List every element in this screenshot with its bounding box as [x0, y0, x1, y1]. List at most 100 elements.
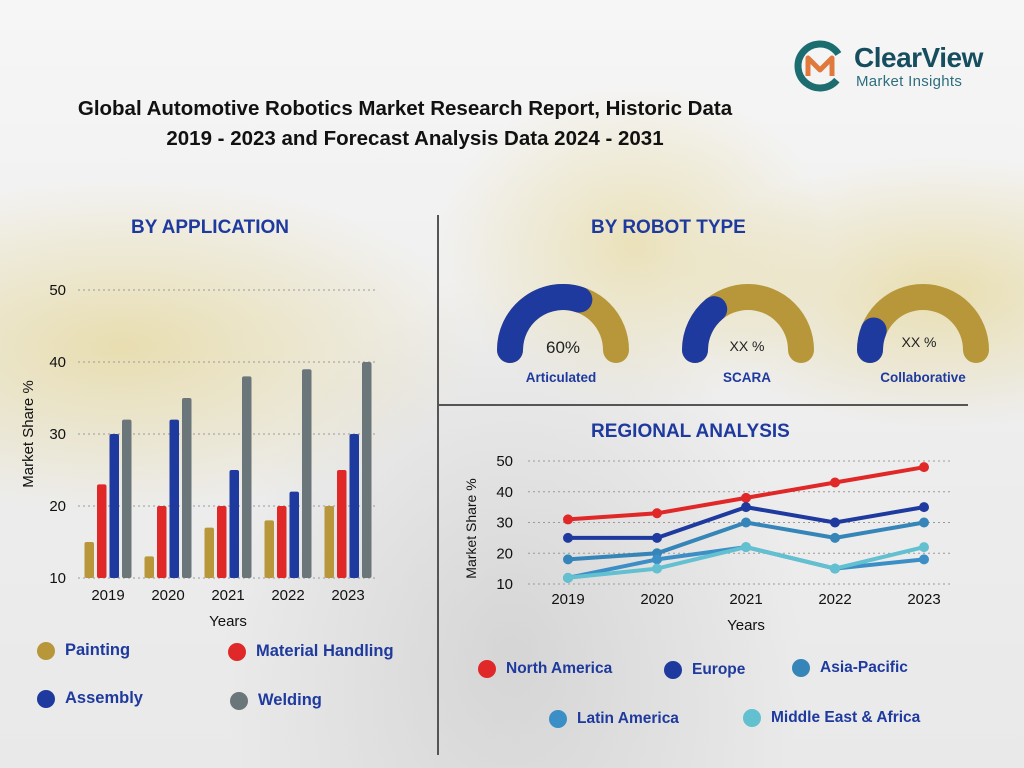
- application-bar-chart: 10 20 30 40 50 2019 2020 2021 2022 2023 Years Marke…: [20, 282, 378, 630]
- gauge-articulated: [497, 284, 629, 363]
- x-tick-label: 2019: [91, 587, 124, 604]
- gauge-collaborative-value: XX %: [901, 334, 937, 350]
- section-title-application: BY APPLICATION: [131, 217, 289, 238]
- y-tick-label: 20: [49, 498, 66, 515]
- point-middle-east-and-africa-2021: [741, 542, 751, 553]
- legend-assembly-label: Assembly: [65, 689, 143, 707]
- y-tick-label: 20: [496, 545, 513, 562]
- legend-assembly: Assembly: [37, 689, 143, 708]
- bar-assembly-2020: [169, 419, 179, 578]
- gauge-articulated-label: Articulated: [525, 370, 597, 385]
- y-tick-label: 50: [496, 453, 513, 470]
- gauge-articulated-value: 60%: [545, 338, 581, 357]
- bar-assembly-2019: [109, 434, 119, 578]
- x-tick-label: 2021: [729, 591, 762, 608]
- gauge-scara: [682, 284, 814, 363]
- y-tick-label: 10: [49, 570, 66, 587]
- bar-material-handling-2022: [277, 506, 287, 578]
- y-tick-label: 40: [49, 354, 66, 371]
- point-asia-pacific-2019: [563, 554, 573, 565]
- legend-middle-east-africa: Middle East & Africa: [743, 709, 920, 727]
- report-title-line1: Global Automotive Robotics Market Resear…: [77, 97, 733, 120]
- legend-material-handling-swatch: [228, 642, 246, 661]
- legend-middle-east-africa-label: Middle East & Africa: [771, 709, 921, 726]
- cvm-logo-icon: [794, 40, 846, 92]
- point-middle-east-and-africa-2023: [919, 542, 929, 553]
- point-europe-2021: [741, 502, 751, 513]
- bar-welding-2023: [362, 362, 372, 578]
- logo-tagline: Market Insights: [856, 73, 963, 90]
- x-tick-label: 2023: [907, 591, 940, 608]
- bar-welding-2021: [242, 376, 252, 578]
- x-tick-label: 2022: [818, 591, 851, 608]
- legend-welding-label: Welding: [258, 691, 322, 709]
- y-tick-label: 40: [496, 484, 513, 501]
- legend-asia-pacific: Asia-Pacific: [792, 659, 908, 677]
- point-asia-pacific-2022: [830, 532, 840, 543]
- gauge-fill: [682, 296, 728, 363]
- point-latin-america-2020: [652, 554, 662, 565]
- point-middle-east-and-africa-2022: [830, 563, 840, 574]
- gauge-scara-value: XX %: [729, 338, 765, 354]
- point-middle-east-and-africa-2020: [652, 563, 662, 574]
- legend-material-handling: Material Handling: [228, 642, 394, 661]
- y-tick-label: 30: [49, 426, 66, 443]
- y-tick-label: 30: [496, 515, 513, 532]
- legend-europe-label: Europe: [692, 661, 746, 678]
- horizontal-divider: [437, 404, 968, 406]
- bar-painting-2022: [264, 520, 274, 578]
- legend-painting-label: Painting: [65, 641, 131, 659]
- bar-painting-2020: [144, 556, 154, 578]
- report-title: Global Automotive Robotics Market Resear…: [20, 94, 790, 154]
- brand-logo: ClearView Market Insights: [792, 38, 1002, 96]
- gauge-fill: [857, 317, 887, 363]
- bar-material-handling-2021: [217, 506, 227, 578]
- legend-latin-america-label: Latin America: [577, 710, 679, 727]
- point-europe-2019: [563, 532, 573, 543]
- bar-assembly-2022: [289, 491, 299, 578]
- point-north-america-2019: [563, 514, 573, 525]
- x-tick-label: 2020: [640, 591, 673, 608]
- vertical-divider: [437, 215, 439, 755]
- legend-europe-swatch: [664, 661, 682, 679]
- point-latin-america-2023: [919, 554, 929, 565]
- x-tick-label: 2020: [151, 587, 184, 604]
- regional-line-chart: 10 20 30 40 50 2019 2020 2021 2022 2023 Years Marke…: [463, 453, 952, 634]
- bar-material-handling-2023: [337, 470, 347, 578]
- legend-latin-america: Latin America: [549, 710, 679, 728]
- legend-north-america-swatch: [478, 660, 496, 678]
- legend-welding-swatch: [230, 691, 248, 710]
- x-axis-label: Years: [209, 613, 247, 630]
- legend-latin-america-swatch: [549, 710, 567, 728]
- section-title-robot-type: BY ROBOT TYPE: [591, 217, 746, 238]
- bar-assembly-2021: [229, 470, 239, 578]
- bar-painting-2023: [324, 506, 334, 578]
- report-title-line2: 2019 - 2023 and Forecast Analysis Data 2…: [166, 127, 664, 150]
- gauge-collaborative-label: Collaborative: [880, 370, 966, 385]
- point-north-america-2020: [652, 508, 662, 519]
- point-north-america-2021: [741, 492, 751, 503]
- x-tick-label: 2022: [271, 587, 304, 604]
- point-asia-pacific-2021: [741, 517, 751, 528]
- legend-europe: Europe: [664, 661, 745, 679]
- line-asia-pacific: [567, 520, 925, 562]
- legend-asia-pacific-swatch: [792, 659, 810, 677]
- bar-painting-2021: [204, 527, 214, 578]
- point-europe-2020: [652, 532, 662, 543]
- legend-assembly-swatch: [37, 689, 55, 708]
- gauge-collaborative: [857, 284, 989, 363]
- point-north-america-2022: [830, 477, 840, 488]
- bar-welding-2019: [122, 419, 132, 578]
- bar-assembly-2023: [349, 434, 359, 578]
- legend-painting: Painting: [37, 641, 130, 660]
- x-tick-label: 2019: [551, 591, 584, 608]
- legend-material-handling-label: Material Handling: [256, 642, 394, 660]
- point-asia-pacific-2023: [919, 517, 929, 528]
- bar-painting-2019: [84, 542, 94, 578]
- legend-painting-swatch: [37, 641, 55, 660]
- x-axis-label: Years: [727, 617, 765, 634]
- bar-material-handling-2019: [97, 484, 107, 578]
- section-title-regional: REGIONAL ANALYSIS: [591, 421, 790, 442]
- bar-welding-2020: [182, 398, 192, 578]
- y-axis-label: Market Share %: [20, 380, 37, 488]
